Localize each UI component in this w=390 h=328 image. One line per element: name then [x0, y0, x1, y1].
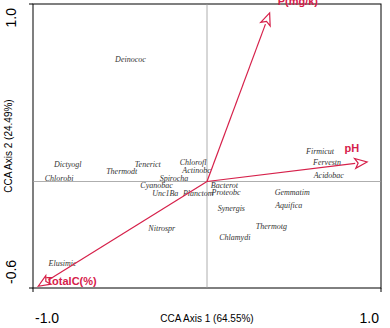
x-tick [381, 288, 382, 292]
species-label: Thermodt [106, 167, 138, 176]
species-label: Elusimic [48, 259, 77, 268]
species-label: Deinococ [114, 55, 146, 64]
env-vector-label: TotalC(%) [46, 275, 97, 287]
species-label: Nitrospr [147, 224, 176, 233]
plot-data: DeinococDictyoglTenerictThermodtChlorofl… [38, 13, 367, 286]
plot-frame [33, 4, 381, 288]
species-label: Chlorobi [45, 174, 74, 183]
y-tick-label: -0.6 [3, 260, 19, 284]
zero-line-x [207, 4, 208, 288]
y-tick-label: 1.0 [3, 8, 19, 28]
species-label: Proteobc [211, 188, 241, 197]
species-label: Chlamydi [219, 233, 250, 242]
env-vector-head [355, 158, 368, 168]
species-label: Acidobac [313, 171, 345, 180]
env-vector-label: pH [344, 142, 359, 154]
x-tick-label: -1.0 [35, 310, 59, 326]
chart-container: -1.0 1.0 -0.6 1.0 CCA Axis 1 (64.55%) CCA Axi… [0, 0, 390, 328]
y-axis-label: CCA Axis 2 (24.49%) [3, 99, 14, 192]
species-label: Tenerict [135, 160, 162, 169]
species-label: Synergis [218, 204, 245, 213]
env-vector-head [261, 13, 270, 26]
x-tick-label: 1.0 [360, 310, 380, 326]
species-label: Firmicut [305, 147, 335, 156]
species-label: Gemmatim [275, 188, 310, 197]
species-label: Aquifica [274, 201, 302, 210]
species-label: Dictyogl [53, 160, 82, 169]
env-vector [48, 182, 207, 280]
chart: -1.0 1.0 -0.6 1.0 CCA Axis 1 (64.55%) CCA Axi… [0, 0, 390, 328]
env-vector [207, 24, 265, 181]
env-vector-label: P(mg/k) [278, 0, 319, 7]
species-label: Unc1Ba [152, 189, 178, 198]
env-vector [207, 163, 355, 181]
y-tick [29, 288, 33, 289]
species-label: Thermotg [256, 222, 287, 231]
x-axis-label: CCA Axis 1 (64.55%) [160, 313, 253, 324]
x-tick [33, 288, 34, 292]
y-tick [29, 4, 33, 5]
